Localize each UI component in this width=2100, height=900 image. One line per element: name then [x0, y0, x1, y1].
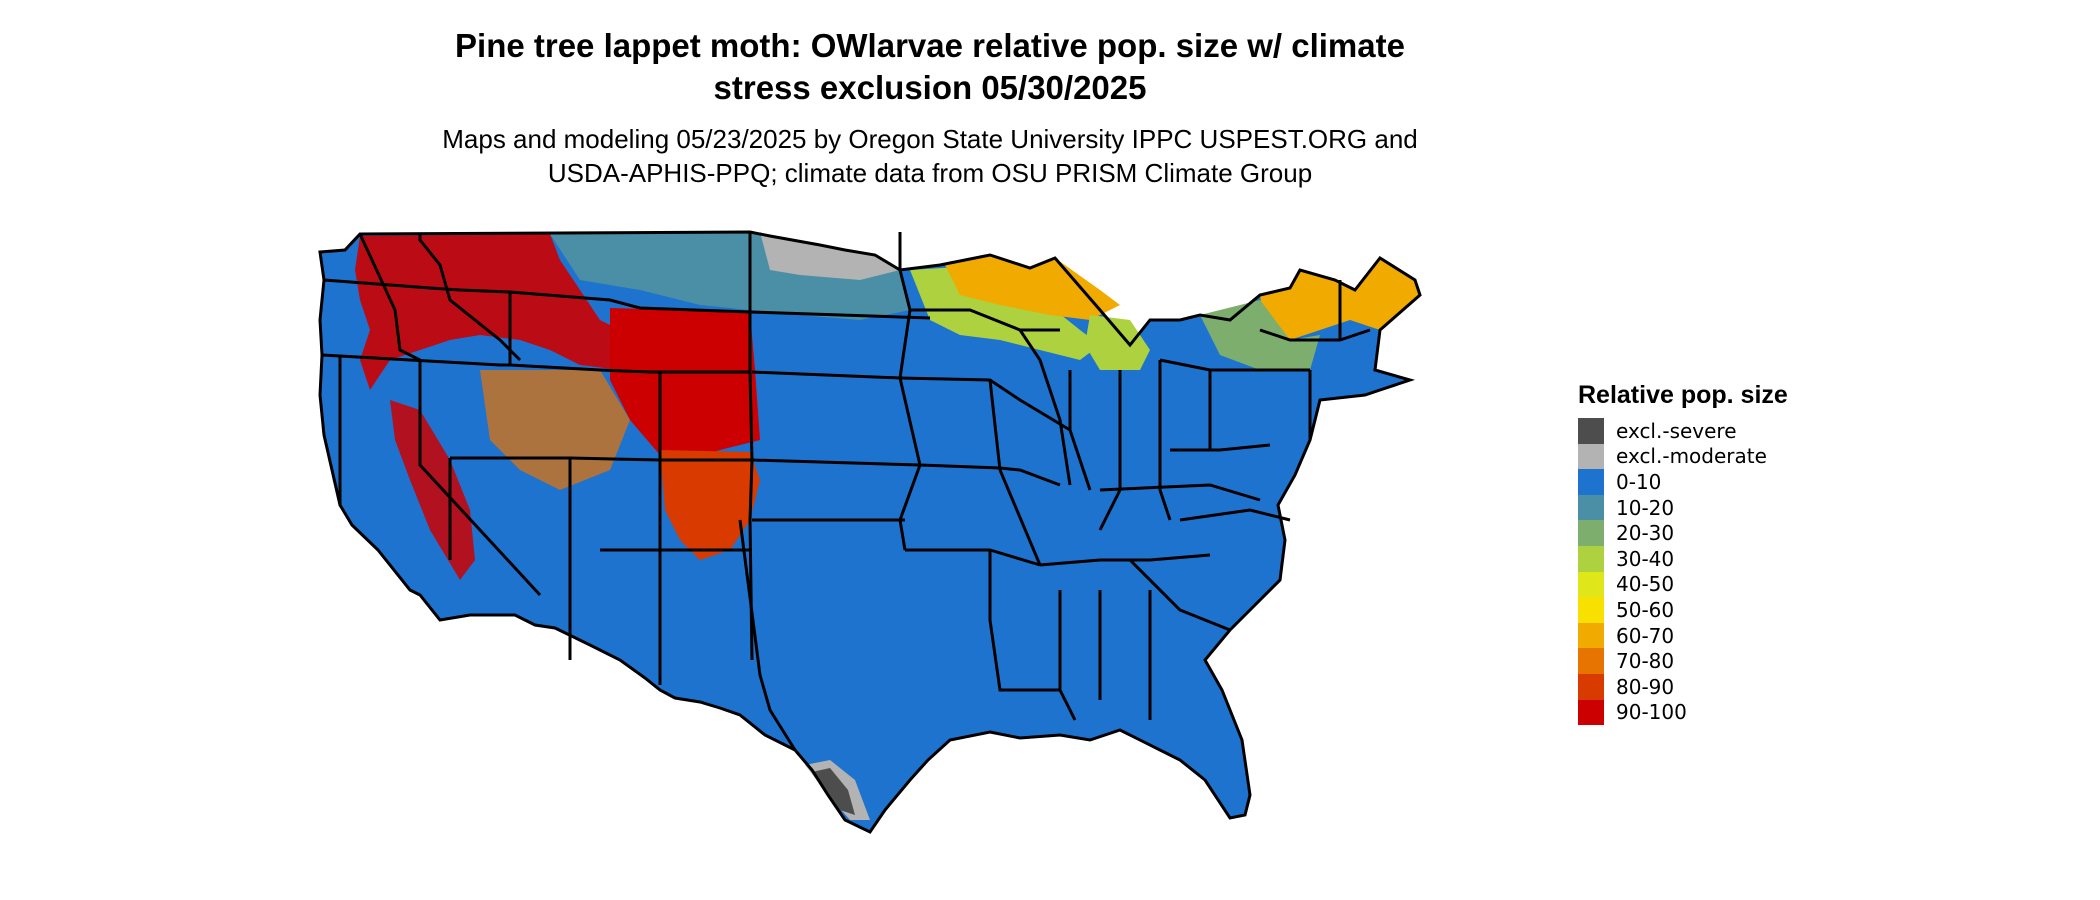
legend-item: 0-10 [1578, 469, 1788, 495]
legend-item: 10-20 [1578, 494, 1788, 521]
legend-swatch [1578, 520, 1604, 546]
legend-label: 60-70 [1616, 623, 1675, 648]
legend-swatch [1578, 443, 1604, 470]
legend-label: 20-30 [1616, 521, 1675, 546]
band-michigan-up [945, 255, 1120, 320]
map-legend: Relative pop. size excl.-severe excl.-mod… [1578, 380, 1788, 726]
legend-label: 90-100 [1616, 700, 1687, 725]
hotspot-wyoming [610, 308, 760, 460]
legend-label: 0-10 [1616, 469, 1662, 494]
legend-swatch [1578, 673, 1604, 700]
legend-item: 60-70 [1578, 622, 1788, 649]
legend-swatch [1578, 571, 1604, 598]
legend-label: 50-60 [1616, 597, 1675, 622]
map-subtitle-line-2: USDA-APHIS-PPQ; climate data from OSU PR… [547, 158, 1313, 188]
legend-label: excl.-severe [1616, 418, 1737, 443]
legend-label: 40-50 [1616, 572, 1675, 597]
us-map [318, 230, 1422, 834]
legend-swatch [1578, 699, 1604, 726]
legend-swatch [1578, 622, 1604, 649]
legend-item: excl.-severe [1578, 418, 1788, 444]
legend-swatch [1578, 648, 1604, 674]
legend-item: 20-30 [1578, 520, 1788, 546]
map-title-line-2: stress exclusion 05/30/2025 [713, 69, 1147, 106]
map-subtitle-line-1: Maps and modeling 05/23/2025 by Oregon S… [442, 124, 1418, 154]
legend-swatch [1578, 597, 1604, 623]
legend-swatch [1578, 545, 1604, 572]
legend-label: 70-80 [1616, 649, 1675, 674]
state-borders [318, 230, 1422, 834]
map-title-line-1: Pine tree lappet moth: OWlarvae relative… [455, 27, 1405, 64]
legend-item: 90-100 [1578, 699, 1788, 726]
legend-item: 70-80 [1578, 648, 1788, 674]
legend-swatch [1578, 469, 1604, 495]
legend-label: 80-90 [1616, 674, 1675, 699]
hotspot-colorado-front [660, 450, 760, 560]
legend-item: 50-60 [1578, 597, 1788, 623]
legend-item: 80-90 [1578, 673, 1788, 700]
legend-item: 30-40 [1578, 545, 1788, 572]
legend-label: 10-20 [1616, 495, 1675, 520]
legend-title: Relative pop. size [1578, 381, 1788, 409]
band-lower-michigan [1085, 315, 1150, 370]
legend-label: 30-40 [1616, 546, 1675, 571]
legend-label: excl.-moderate [1616, 444, 1767, 469]
legend-item: excl.-moderate [1578, 443, 1788, 470]
band-new-york [1200, 300, 1320, 370]
excluded-minnesota [760, 232, 900, 280]
legend-swatch [1578, 418, 1604, 444]
legend-item: 40-50 [1578, 571, 1788, 598]
hotspot-sierra [390, 400, 475, 580]
excluded-south-texas-severe [812, 768, 855, 815]
legend-swatch [1578, 494, 1604, 521]
hotspot-northern-rockies [355, 234, 650, 390]
